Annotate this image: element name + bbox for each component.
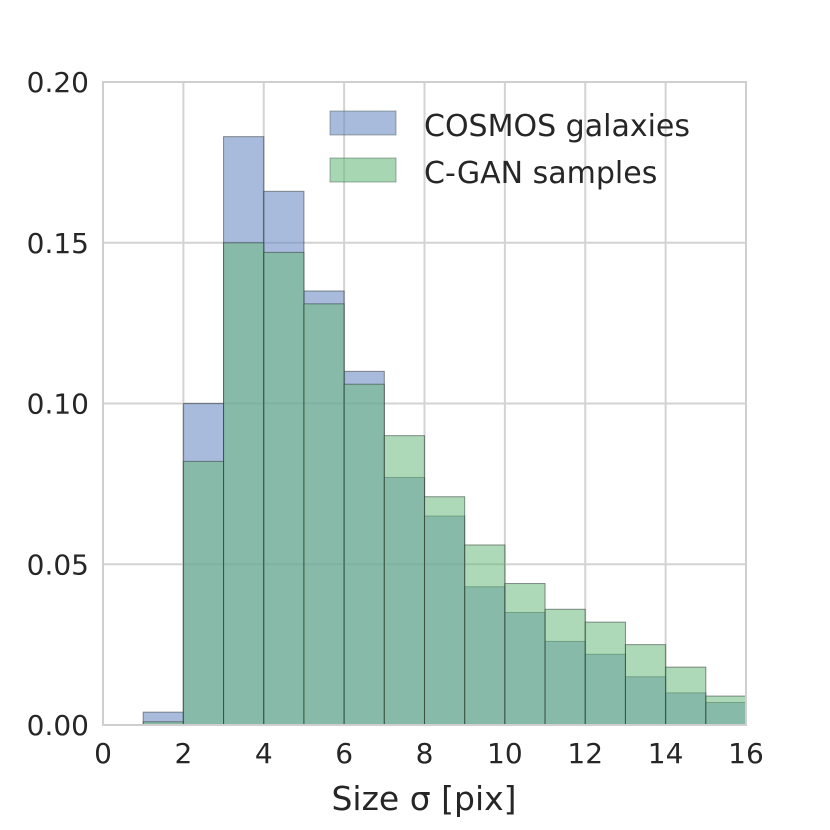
legend-label: C-GAN samples bbox=[424, 156, 657, 191]
cgan-bar bbox=[182, 460, 225, 726]
x-axis-label: Size σ [pix] bbox=[331, 779, 516, 818]
x-tick-label: 4 bbox=[255, 737, 273, 770]
cgan-bar bbox=[584, 621, 626, 726]
plot-frame bbox=[102, 81, 747, 726]
histogram-bars bbox=[142, 136, 747, 726]
x-tick-label: 6 bbox=[335, 737, 353, 770]
cgan-bar bbox=[223, 242, 265, 726]
x-tick-labels: 0 2 4 6 8 10 12 14 16 bbox=[94, 737, 764, 770]
x-tick-label: 0 bbox=[94, 737, 112, 770]
legend-swatch bbox=[329, 157, 397, 183]
cgan-bar bbox=[705, 695, 747, 726]
cgan-bar bbox=[544, 608, 586, 726]
x-tick-label: 8 bbox=[416, 737, 434, 770]
x-tick-label: 16 bbox=[728, 737, 764, 770]
cgan-bar bbox=[303, 303, 345, 726]
cgan-bar bbox=[263, 251, 305, 726]
x-tick-label: 12 bbox=[567, 737, 603, 770]
y-tick-label: 0.15 bbox=[27, 227, 89, 260]
y-tick-label: 0.20 bbox=[27, 66, 89, 99]
cgan-bar bbox=[504, 583, 546, 726]
legend: COSMOS galaxies C-GAN samples bbox=[329, 109, 690, 191]
cgan-bar bbox=[665, 666, 707, 726]
cgan-bar bbox=[424, 496, 466, 726]
cgan-bar bbox=[383, 435, 425, 726]
y-tick-label: 0.05 bbox=[27, 548, 89, 581]
cgan-bar bbox=[343, 383, 385, 726]
y-tick-labels: 0.00 0.05 0.10 0.15 0.20 bbox=[27, 66, 89, 742]
cgan-bar bbox=[624, 644, 667, 726]
x-tick-label: 14 bbox=[648, 737, 684, 770]
y-tick-label: 0.10 bbox=[27, 388, 89, 421]
x-tick-label: 2 bbox=[174, 737, 192, 770]
y-tick-label: 0.00 bbox=[27, 709, 89, 742]
x-tick-label: 10 bbox=[487, 737, 523, 770]
legend-label: COSMOS galaxies bbox=[424, 109, 690, 144]
cgan-bar bbox=[464, 544, 506, 726]
legend-swatch bbox=[329, 110, 397, 136]
